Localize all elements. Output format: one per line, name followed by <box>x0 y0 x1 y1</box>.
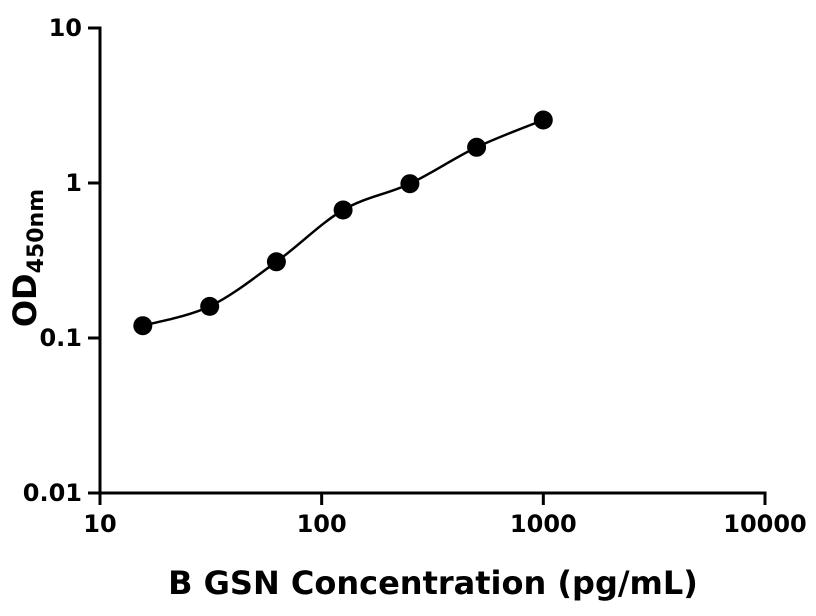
data-point <box>333 200 353 220</box>
y-axis-title: OD450nm <box>6 189 49 327</box>
data-point <box>467 137 487 157</box>
x-tick-label: 10000 <box>723 510 807 538</box>
y-tick-label: 0.01 <box>23 479 82 507</box>
x-axis-title: B GSN Concentration (pg/mL) <box>168 564 698 602</box>
axis-spines <box>98 26 767 495</box>
data-point <box>133 316 153 336</box>
axes <box>88 26 767 505</box>
y-tick-label: 1 <box>65 169 82 197</box>
y-tick-label: 10 <box>49 14 82 42</box>
x-tick-label: 10 <box>83 510 116 538</box>
data-point <box>400 174 420 194</box>
y-tick-label: 0.1 <box>39 324 82 352</box>
data-point <box>266 252 286 272</box>
x-tick-label: 100 <box>297 510 347 538</box>
x-tick-label: 1000 <box>510 510 577 538</box>
data-series <box>133 110 553 336</box>
axis-labels: 10 100 1000 10000 0.01 0.1 1 10 OD450nm <box>6 14 807 538</box>
data-point <box>200 296 220 316</box>
data-point <box>533 110 553 130</box>
